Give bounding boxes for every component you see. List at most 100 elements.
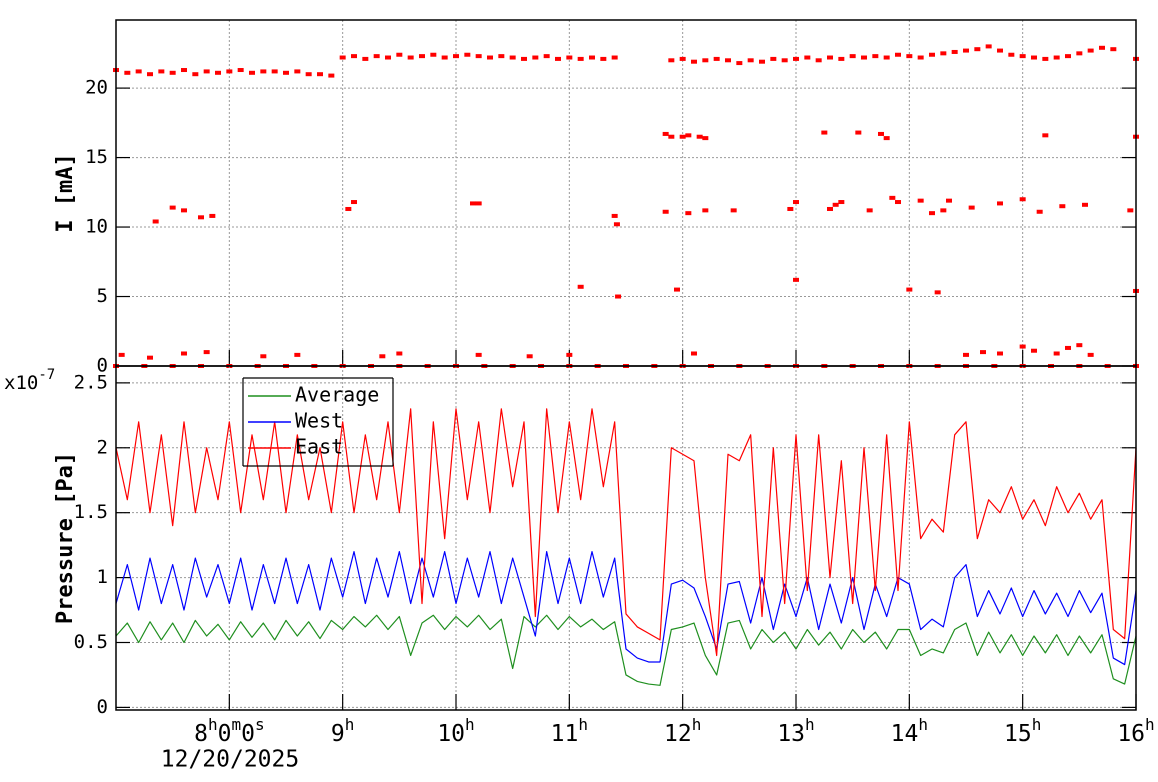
point [509, 55, 516, 60]
point [974, 47, 981, 52]
point [215, 70, 221, 75]
point [294, 352, 301, 357]
x-tick-label: 16h [1117, 715, 1154, 747]
x-tick-label: 12h [664, 715, 701, 747]
point [702, 58, 709, 63]
point [968, 205, 975, 210]
point [615, 294, 622, 299]
point [237, 68, 244, 73]
y-tick-label: 20 [85, 77, 108, 99]
point [430, 52, 437, 57]
point [1099, 45, 1105, 50]
point [747, 58, 754, 63]
y-tick-label: 0.5 [74, 631, 108, 653]
point [453, 54, 459, 59]
point [759, 59, 765, 64]
x-tick-label: 8h0m0s [194, 715, 264, 747]
point [895, 52, 901, 57]
plot-frame [115, 19, 1137, 367]
point [441, 55, 448, 60]
point [1019, 197, 1026, 202]
point [691, 351, 697, 356]
point [929, 52, 935, 57]
point [339, 55, 346, 60]
point [351, 54, 357, 59]
legend-label: West [295, 409, 343, 433]
series-line [115, 614, 1137, 686]
point [827, 55, 833, 60]
point [679, 134, 686, 139]
x-tick-label: 14h [891, 715, 928, 747]
point [696, 134, 703, 139]
point [838, 200, 845, 205]
point [1087, 48, 1094, 53]
point [260, 69, 267, 74]
point [373, 54, 380, 59]
point [181, 351, 187, 356]
point [611, 213, 618, 218]
point [985, 44, 992, 49]
point [198, 215, 204, 220]
point [526, 354, 533, 359]
point [600, 56, 607, 61]
point [963, 48, 969, 53]
point [566, 55, 573, 60]
point [1082, 202, 1088, 207]
point [181, 208, 187, 213]
point [226, 69, 233, 74]
point [209, 213, 216, 218]
point [147, 72, 153, 77]
point [577, 284, 584, 289]
y-tick-label: 0 [97, 696, 108, 718]
point [345, 206, 352, 211]
y-multiplier: x10-7 [4, 367, 55, 394]
point [832, 202, 839, 207]
point [379, 354, 386, 359]
point [475, 54, 482, 59]
point [827, 206, 833, 211]
point [124, 70, 131, 75]
point [793, 277, 799, 282]
point [793, 200, 799, 205]
point [940, 51, 947, 56]
point [521, 56, 527, 61]
point [271, 69, 278, 74]
series-line [115, 408, 1137, 657]
point [883, 136, 890, 141]
point [1087, 352, 1094, 357]
y-tick-label: 0 [97, 355, 108, 377]
plot-frame [115, 365, 1137, 711]
point [1053, 55, 1060, 60]
grid [116, 20, 1137, 367]
point [1127, 208, 1134, 213]
point [203, 69, 210, 74]
point [498, 54, 505, 59]
point [821, 130, 828, 135]
point [668, 58, 675, 63]
series-line [115, 551, 1137, 666]
point [407, 55, 414, 60]
point [192, 72, 199, 77]
point [1065, 345, 1071, 350]
point [169, 70, 176, 75]
point [158, 69, 165, 74]
legend-label: East [295, 435, 343, 459]
point [906, 287, 913, 292]
x-tick-label: 13h [777, 715, 814, 747]
point [577, 56, 584, 61]
y-tick-label: 1 [97, 566, 108, 588]
point [362, 56, 369, 61]
x-tick-label: 11h [551, 715, 588, 747]
y-axis-title: I [mA] [53, 153, 78, 232]
point [283, 70, 289, 75]
point [543, 54, 550, 59]
point [317, 72, 323, 77]
point [963, 352, 969, 357]
point [419, 54, 425, 59]
point [951, 49, 958, 54]
point [487, 55, 493, 60]
point [917, 55, 924, 60]
point [203, 350, 210, 355]
point [838, 56, 845, 61]
